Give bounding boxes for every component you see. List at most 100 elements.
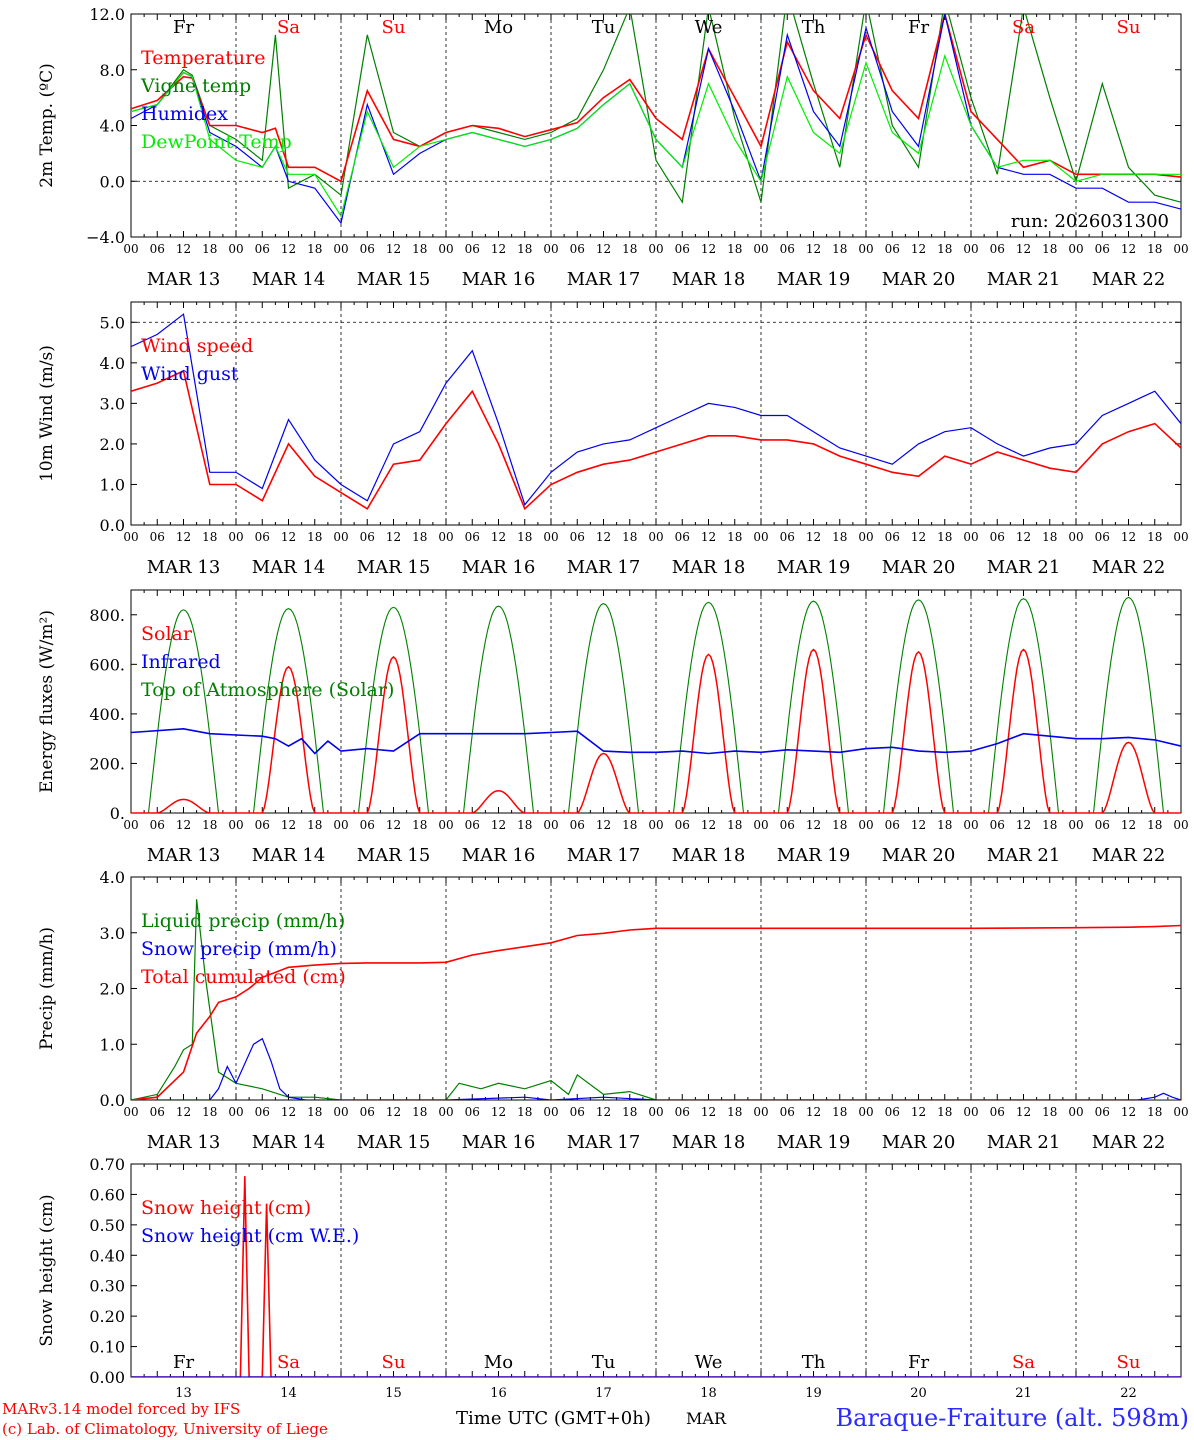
date-label: MAR 21 [987, 269, 1061, 290]
hour-label: 06 [360, 242, 375, 256]
hour-label: 12 [806, 242, 821, 256]
legend-entry: Liquid precip (mm/h) [141, 910, 345, 932]
date-label: MAR 15 [357, 557, 431, 578]
hour-label: 12 [701, 1105, 716, 1119]
x-axis-label: Time UTC (GMT+0h) [456, 1408, 651, 1429]
legend-entry: Wind speed [141, 335, 253, 357]
hour-label: 00 [648, 530, 663, 544]
date-label: MAR 14 [252, 845, 326, 866]
date-label: MAR 19 [777, 845, 851, 866]
y-axis-label: Precip (mm/h) [37, 927, 57, 1050]
hour-label: 12 [176, 818, 191, 832]
hour-label: 06 [150, 1105, 165, 1119]
hour-label: 00 [333, 242, 348, 256]
y-tick-label: 0.30 [89, 1277, 125, 1296]
hour-label: 12 [1121, 530, 1136, 544]
date-label: MAR 20 [882, 557, 956, 578]
hour-label: 00 [123, 818, 138, 832]
day-label: Fr [908, 17, 929, 38]
hour-label: 00 [1173, 530, 1188, 544]
hour-label: 12 [491, 530, 506, 544]
hour-label: 00 [543, 1105, 558, 1119]
series-group [131, 14, 1181, 225]
hour-label: 12 [1121, 242, 1136, 256]
y-tick-label: 0. [110, 804, 125, 823]
hour-label: 06 [255, 1105, 270, 1119]
date-label: MAR 20 [882, 1132, 956, 1153]
date-label: MAR 18 [672, 557, 746, 578]
legend-entry: Snow height (cm W.E.) [141, 1225, 359, 1247]
series-line-toa [131, 596, 1181, 813]
hour-label: 06 [1095, 1105, 1110, 1119]
panel-wind [130, 301, 1182, 526]
credit-line-1: MARv3.14 model forced by IFS [2, 1400, 240, 1418]
hour-label: 12 [1121, 1105, 1136, 1119]
legend-entry: Snow height (cm) [141, 1197, 311, 1219]
day-label: Tu [592, 17, 616, 38]
y-axis-label: 10m Wind (m/s) [37, 345, 57, 482]
y-axis-label: Energy fluxes (W/m²) [37, 610, 57, 793]
hour-label: 00 [1068, 530, 1083, 544]
hour-label: 06 [570, 1105, 585, 1119]
hour-label: 18 [517, 242, 532, 256]
hour-label: 00 [1068, 818, 1083, 832]
hour-label: 06 [1095, 818, 1110, 832]
hour-label: 06 [570, 242, 585, 256]
hour-label: 12 [596, 530, 611, 544]
date-label: MAR 18 [672, 1132, 746, 1153]
hour-label: 06 [150, 242, 165, 256]
hour-label: 12 [701, 818, 716, 832]
hour-label: 18 [307, 242, 322, 256]
y-tick-label: 0.0 [100, 1091, 125, 1110]
hour-label: 06 [465, 818, 480, 832]
day-label: Sa [1012, 17, 1035, 38]
day-label: Tu [592, 1352, 616, 1373]
hour-label: 06 [885, 818, 900, 832]
hour-label: 00 [123, 242, 138, 256]
legend-entry: Temperature [141, 47, 265, 69]
hour-label: 18 [727, 818, 742, 832]
hour-label: 12 [176, 242, 191, 256]
hour-label: 18 [517, 1105, 532, 1119]
hour-label: 12 [596, 1105, 611, 1119]
y-tick-label: 800. [89, 606, 125, 625]
hour-label: 18 [832, 242, 847, 256]
hour-label: 00 [438, 242, 453, 256]
hour-label: 00 [1173, 242, 1188, 256]
date-label: MAR 14 [252, 557, 326, 578]
y-tick-label: 0.00 [89, 1368, 125, 1387]
hour-label: 06 [1095, 530, 1110, 544]
day-label: Fr [908, 1352, 929, 1373]
hour-label: 00 [648, 1105, 663, 1119]
y-tick-label: 3.0 [100, 924, 125, 943]
plot-frame [130, 301, 1182, 526]
date-label: MAR 14 [252, 1132, 326, 1153]
hour-label: 12 [911, 530, 926, 544]
series-line-dewpoint-temp [131, 53, 1181, 218]
legend-entry: Total cumulated (cm) [141, 966, 346, 988]
y-tick-label: 1.0 [100, 475, 125, 494]
hour-label: 06 [255, 242, 270, 256]
hour-label: 00 [753, 242, 768, 256]
y-tick-label: 4.0 [100, 868, 125, 887]
day-label: We [695, 17, 723, 38]
hour-label: 00 [858, 530, 873, 544]
date-label: MAR 20 [882, 845, 956, 866]
hour-label: 12 [176, 530, 191, 544]
hour-label: 06 [780, 818, 795, 832]
hour-label: 18 [832, 530, 847, 544]
date-label: MAR 13 [147, 557, 221, 578]
hour-label: 00 [333, 1105, 348, 1119]
hour-label: 06 [885, 530, 900, 544]
credit-line-2: (c) Lab. of Climatology, University of L… [2, 1420, 328, 1438]
hour-label: 12 [1016, 818, 1031, 832]
hour-label: 12 [806, 530, 821, 544]
series-line-infrared [131, 727, 1181, 755]
date-label: MAR 15 [357, 845, 431, 866]
y-axis-label: Snow height (cm) [37, 1194, 57, 1346]
legend-entry: DewPoint Temp [141, 131, 292, 153]
date-label: MAR 22 [1092, 269, 1166, 290]
hour-label: 12 [911, 818, 926, 832]
hour-label: 18 [307, 1105, 322, 1119]
hour-label: 18 [937, 818, 952, 832]
